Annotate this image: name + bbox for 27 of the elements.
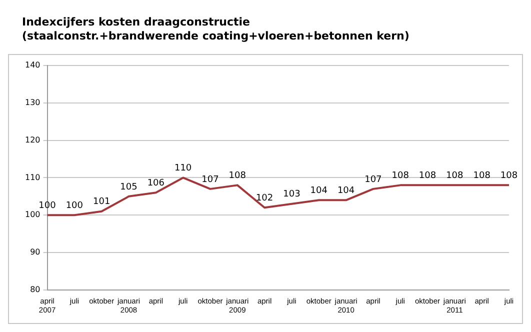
data-label: 100 — [66, 200, 84, 211]
data-label: 105 — [120, 182, 138, 192]
data-label: 108 — [392, 171, 410, 182]
y-tick-label: 140 — [24, 60, 40, 70]
chart-title: Indexcijfers kosten draagconstructie — [22, 15, 250, 28]
y-tick-label: 90 — [30, 248, 40, 257]
data-label: 107 — [364, 174, 382, 185]
data-label: 107 — [202, 174, 219, 185]
data-label: 103 — [283, 190, 300, 200]
data-label: 108 — [228, 171, 246, 182]
data-label: 102 — [256, 193, 274, 204]
data-label: 108 — [500, 171, 518, 182]
data-label: 108 — [446, 171, 464, 182]
data-label: 110 — [174, 164, 192, 174]
y-tick-label: 110 — [24, 172, 40, 182]
data-label: 104 — [310, 186, 328, 196]
data-label: 101 — [92, 197, 110, 208]
data-label: 108 — [473, 171, 491, 182]
data-label: 108 — [418, 171, 436, 182]
data-label: 104 — [337, 186, 355, 196]
y-tick-label: 130 — [24, 98, 40, 107]
data-label: 106 — [147, 178, 165, 189]
y-tick-label: 100 — [24, 210, 40, 220]
y-tick-label: 120 — [24, 135, 40, 144]
data-label: 100 — [38, 200, 56, 211]
chart-subtitle: (staalconstr.+brandwerende coating+vloeren+betonnen kern) — [22, 30, 410, 43]
y-tick-label: 80 — [30, 285, 40, 294]
